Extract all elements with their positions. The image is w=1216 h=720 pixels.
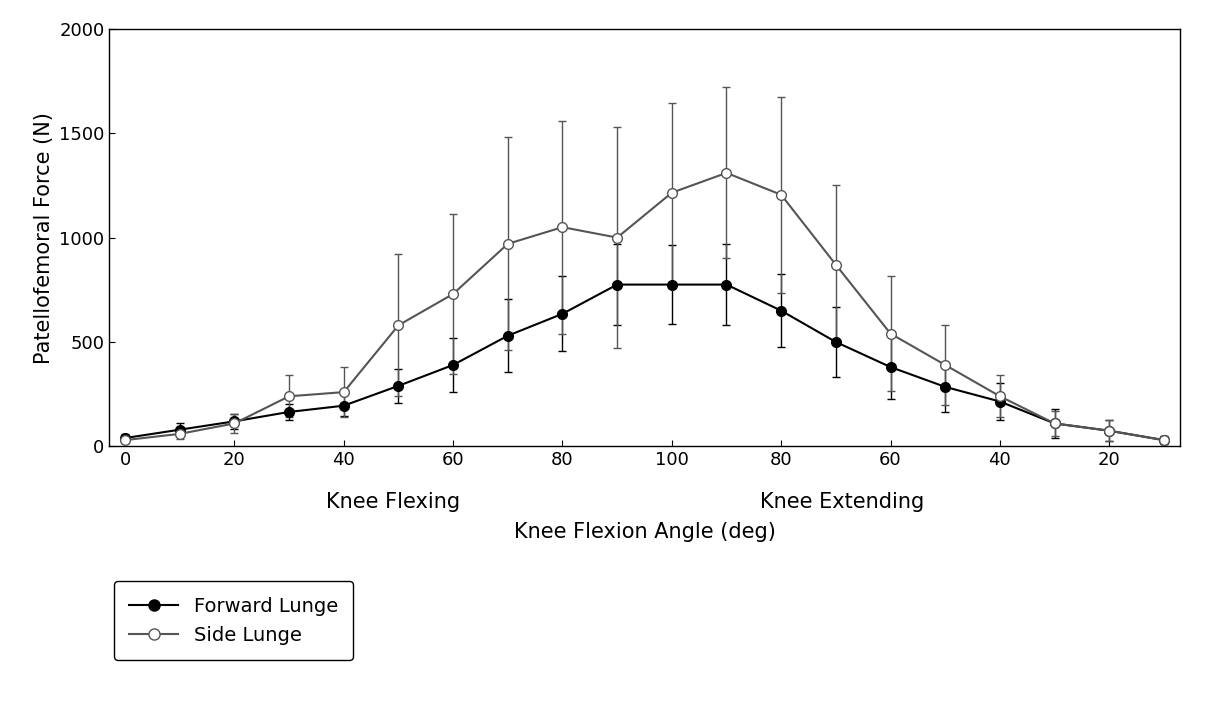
Text: Knee Flexion Angle (deg): Knee Flexion Angle (deg) (513, 521, 776, 541)
Legend: Forward Lunge, Side Lunge: Forward Lunge, Side Lunge (114, 582, 354, 660)
Y-axis label: Patellofemoral Force (N): Patellofemoral Force (N) (34, 112, 54, 364)
Text: Knee Flexing: Knee Flexing (326, 492, 460, 513)
Text: Knee Extending: Knee Extending (760, 492, 924, 513)
